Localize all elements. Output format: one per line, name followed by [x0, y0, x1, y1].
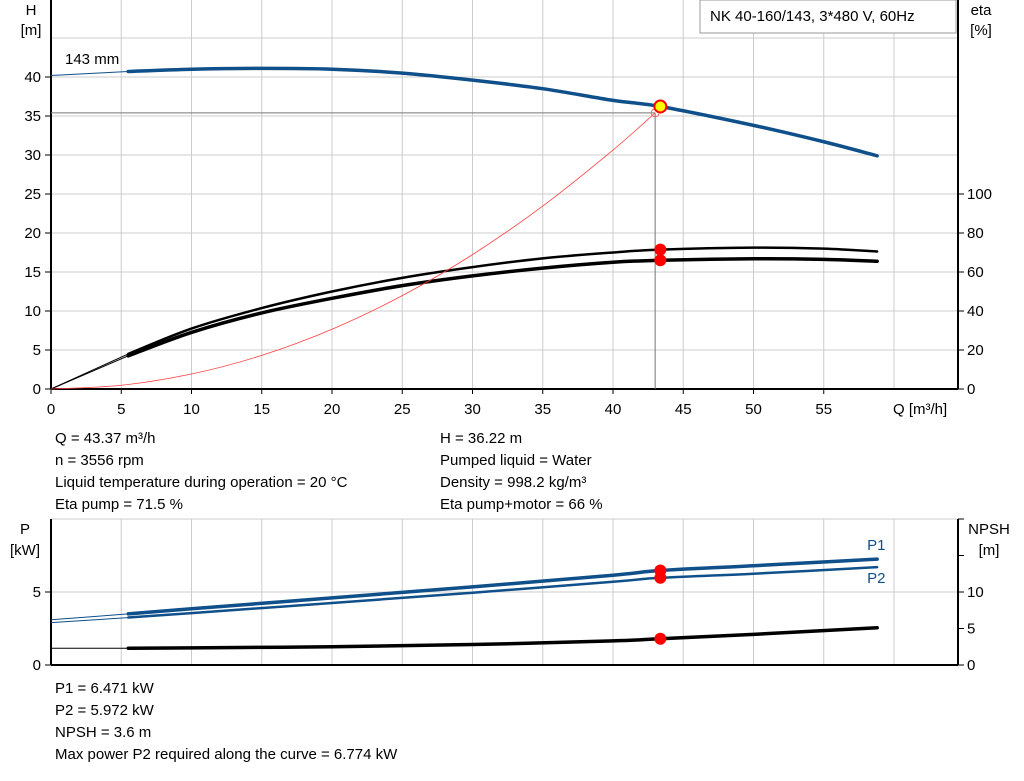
info-top-right: H = 36.22 m Pumped liquid = Water Densit… [440, 428, 603, 516]
x-tick-label: 5 [117, 401, 125, 418]
x-tick-label: 50 [745, 401, 762, 418]
x-tick-label: 40 [605, 401, 622, 418]
eta-tick-label: 100 [967, 186, 992, 203]
y-tick-label: 5 [33, 342, 41, 359]
eta-tick-label: 40 [967, 303, 984, 320]
eta-pump-motor-curve [126, 256, 879, 358]
eta-axis-unit: [%] [970, 22, 992, 39]
npsh-marker [654, 632, 667, 645]
x-tick-label: 15 [253, 401, 270, 418]
system-curve-curve [50, 112, 656, 390]
eta-axis-label: eta [971, 2, 993, 19]
npsh-axis-unit: [m] [979, 542, 1000, 559]
eta-tick-label: 60 [967, 264, 984, 281]
x-tick-label: 10 [183, 401, 200, 418]
eta-tick-label: 0 [967, 381, 975, 398]
y-tick-label: 30 [24, 147, 41, 164]
x-tick-label: 30 [464, 401, 481, 418]
p2-value: P2 = 5.972 kW [55, 702, 154, 719]
title-box [699, 0, 957, 34]
eta-pump-curve [127, 246, 879, 356]
x-tick-label: 25 [394, 401, 411, 418]
y-tick-label: 0 [33, 381, 41, 398]
x-tick-label: 45 [675, 401, 692, 418]
p1-value: P1 = 6.471 kW [55, 680, 154, 697]
eta-total-marker [654, 254, 667, 267]
p1-curve [126, 557, 879, 616]
p2-curve-extrapolated [50, 617, 129, 624]
y-tick-label: 10 [24, 303, 41, 320]
p2-label: P2 [867, 570, 885, 587]
x-tick-label: 35 [534, 401, 551, 418]
y-tick-label: 15 [24, 264, 41, 281]
liquid-value: Pumped liquid = Water [440, 452, 592, 469]
y-tick-label: 40 [24, 69, 41, 86]
p1-curve-extrapolated [50, 613, 129, 621]
p-tick-label: 0 [33, 657, 41, 674]
impeller-diameter-label: 143 mm [65, 51, 119, 68]
y-axis-unit: [m] [21, 22, 42, 39]
p-axis-unit: [kW] [10, 542, 40, 559]
npsh-axis-label: NPSH [968, 521, 1010, 538]
head-curve [126, 66, 879, 158]
eta-tick-label: 80 [967, 225, 984, 242]
npsh-tick-label: 0 [967, 657, 975, 674]
y-tick-label: 25 [24, 186, 41, 203]
speed-value: n = 3556 rpm [55, 452, 144, 469]
x-tick-label: 55 [815, 401, 832, 418]
p1-label: P1 [867, 537, 885, 554]
eta-tick-label: 20 [967, 342, 984, 359]
head-curve-extrapolated [50, 71, 129, 76]
eta-pump-value: Eta pump = 71.5 % [55, 496, 183, 513]
p-axis-label: P [20, 521, 30, 538]
y-axis-label: H [26, 2, 37, 19]
npsh-tick-label: 5 [967, 621, 975, 638]
x-tick-label: 0 [47, 401, 55, 418]
p2-curve [127, 565, 879, 619]
temperature-value: Liquid temperature during operation = 20… [55, 474, 348, 491]
x-axis-label: Q [m³/h] [893, 401, 947, 418]
max-p2-value: Max power P2 required along the curve = … [55, 746, 398, 763]
eta-total-value: Eta pump+motor = 66 % [440, 496, 603, 513]
npsh-tick-label: 10 [967, 584, 984, 601]
eta-pump-marker [654, 243, 667, 256]
npsh-value: NPSH = 3.6 m [55, 724, 152, 741]
x-tick-label: 20 [324, 401, 341, 418]
y-tick-label: 20 [24, 225, 41, 242]
flow-value: Q = 43.37 m³/h [55, 430, 156, 447]
head-value: H = 36.22 m [440, 430, 523, 447]
info-top-left: Q = 43.37 m³/h n = 3556 rpm Liquid tempe… [55, 428, 347, 516]
info-bottom: P1 = 6.471 kW P2 = 5.972 kW NPSH = 3.6 m… [55, 678, 397, 766]
p2-marker [654, 571, 667, 584]
chart-title: NK 40-160/143, 3*480 V, 60Hz [710, 8, 915, 25]
p-tick-label: 5 [33, 584, 41, 601]
npsh-curve [126, 626, 879, 650]
eta-pump-motor-curve-extrapolated [50, 355, 129, 390]
density-value: Density = 998.2 kg/m³ [440, 474, 587, 491]
y-tick-label: 35 [24, 108, 41, 125]
duty-point-marker [653, 99, 668, 114]
